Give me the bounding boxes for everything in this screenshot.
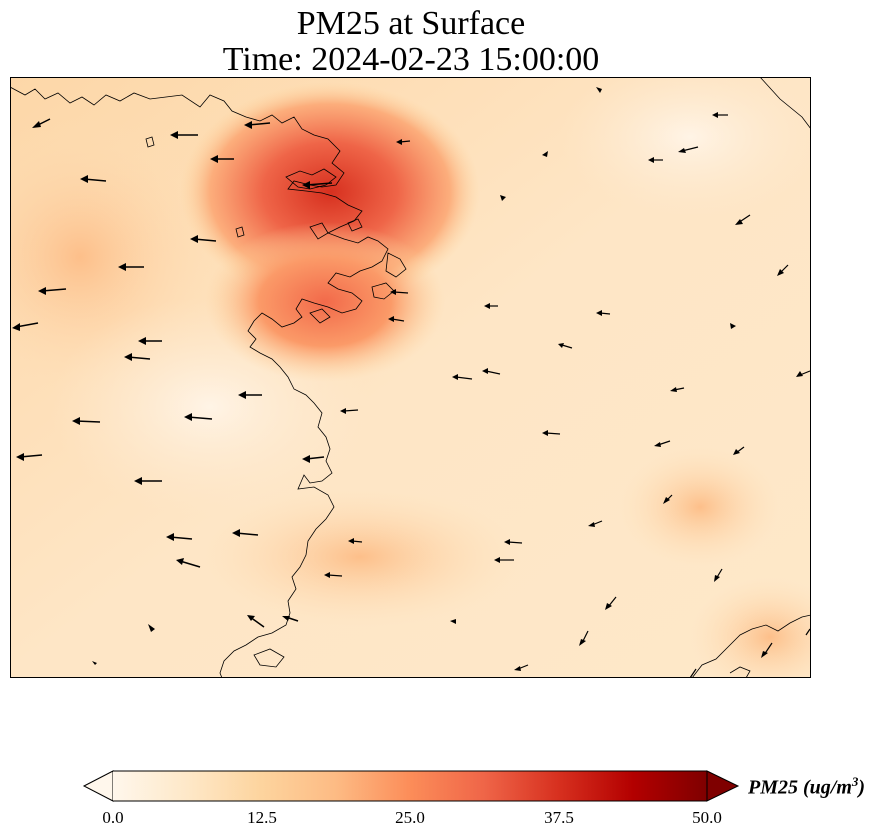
pm25-east-area xyxy=(620,447,780,567)
colorbar-gradient xyxy=(113,771,707,801)
colorbar-tick-label: 37.5 xyxy=(544,808,574,827)
colorbar-tick-label: 0.0 xyxy=(102,808,124,827)
wind-vectors xyxy=(12,87,811,678)
colorbar-max-extend xyxy=(706,770,740,802)
map-title-line1: PM25 at Surface xyxy=(296,5,526,42)
map-title-line2: Time: 2024-02-23 15:00:00 xyxy=(222,41,600,78)
colorbar-svg xyxy=(82,770,740,802)
colorbar-tick-label: 50.0 xyxy=(692,808,722,827)
map-frame xyxy=(10,77,811,678)
pm25-south-area xyxy=(200,487,520,627)
pm25-map xyxy=(10,77,811,678)
colorbar-min-extend xyxy=(82,770,114,802)
coastline xyxy=(10,77,811,678)
pm25-hotspot-central xyxy=(205,222,445,382)
colorbar xyxy=(82,768,742,808)
colorbar-tick-label: 12.5 xyxy=(247,808,277,827)
pm25-low-area-ne xyxy=(560,77,811,217)
colorbar-label: PM25 (ug/m3) xyxy=(748,774,866,799)
map-canvas xyxy=(10,77,811,678)
colorbar-tick-label: 25.0 xyxy=(395,808,425,827)
pm25-se-area xyxy=(690,577,811,678)
